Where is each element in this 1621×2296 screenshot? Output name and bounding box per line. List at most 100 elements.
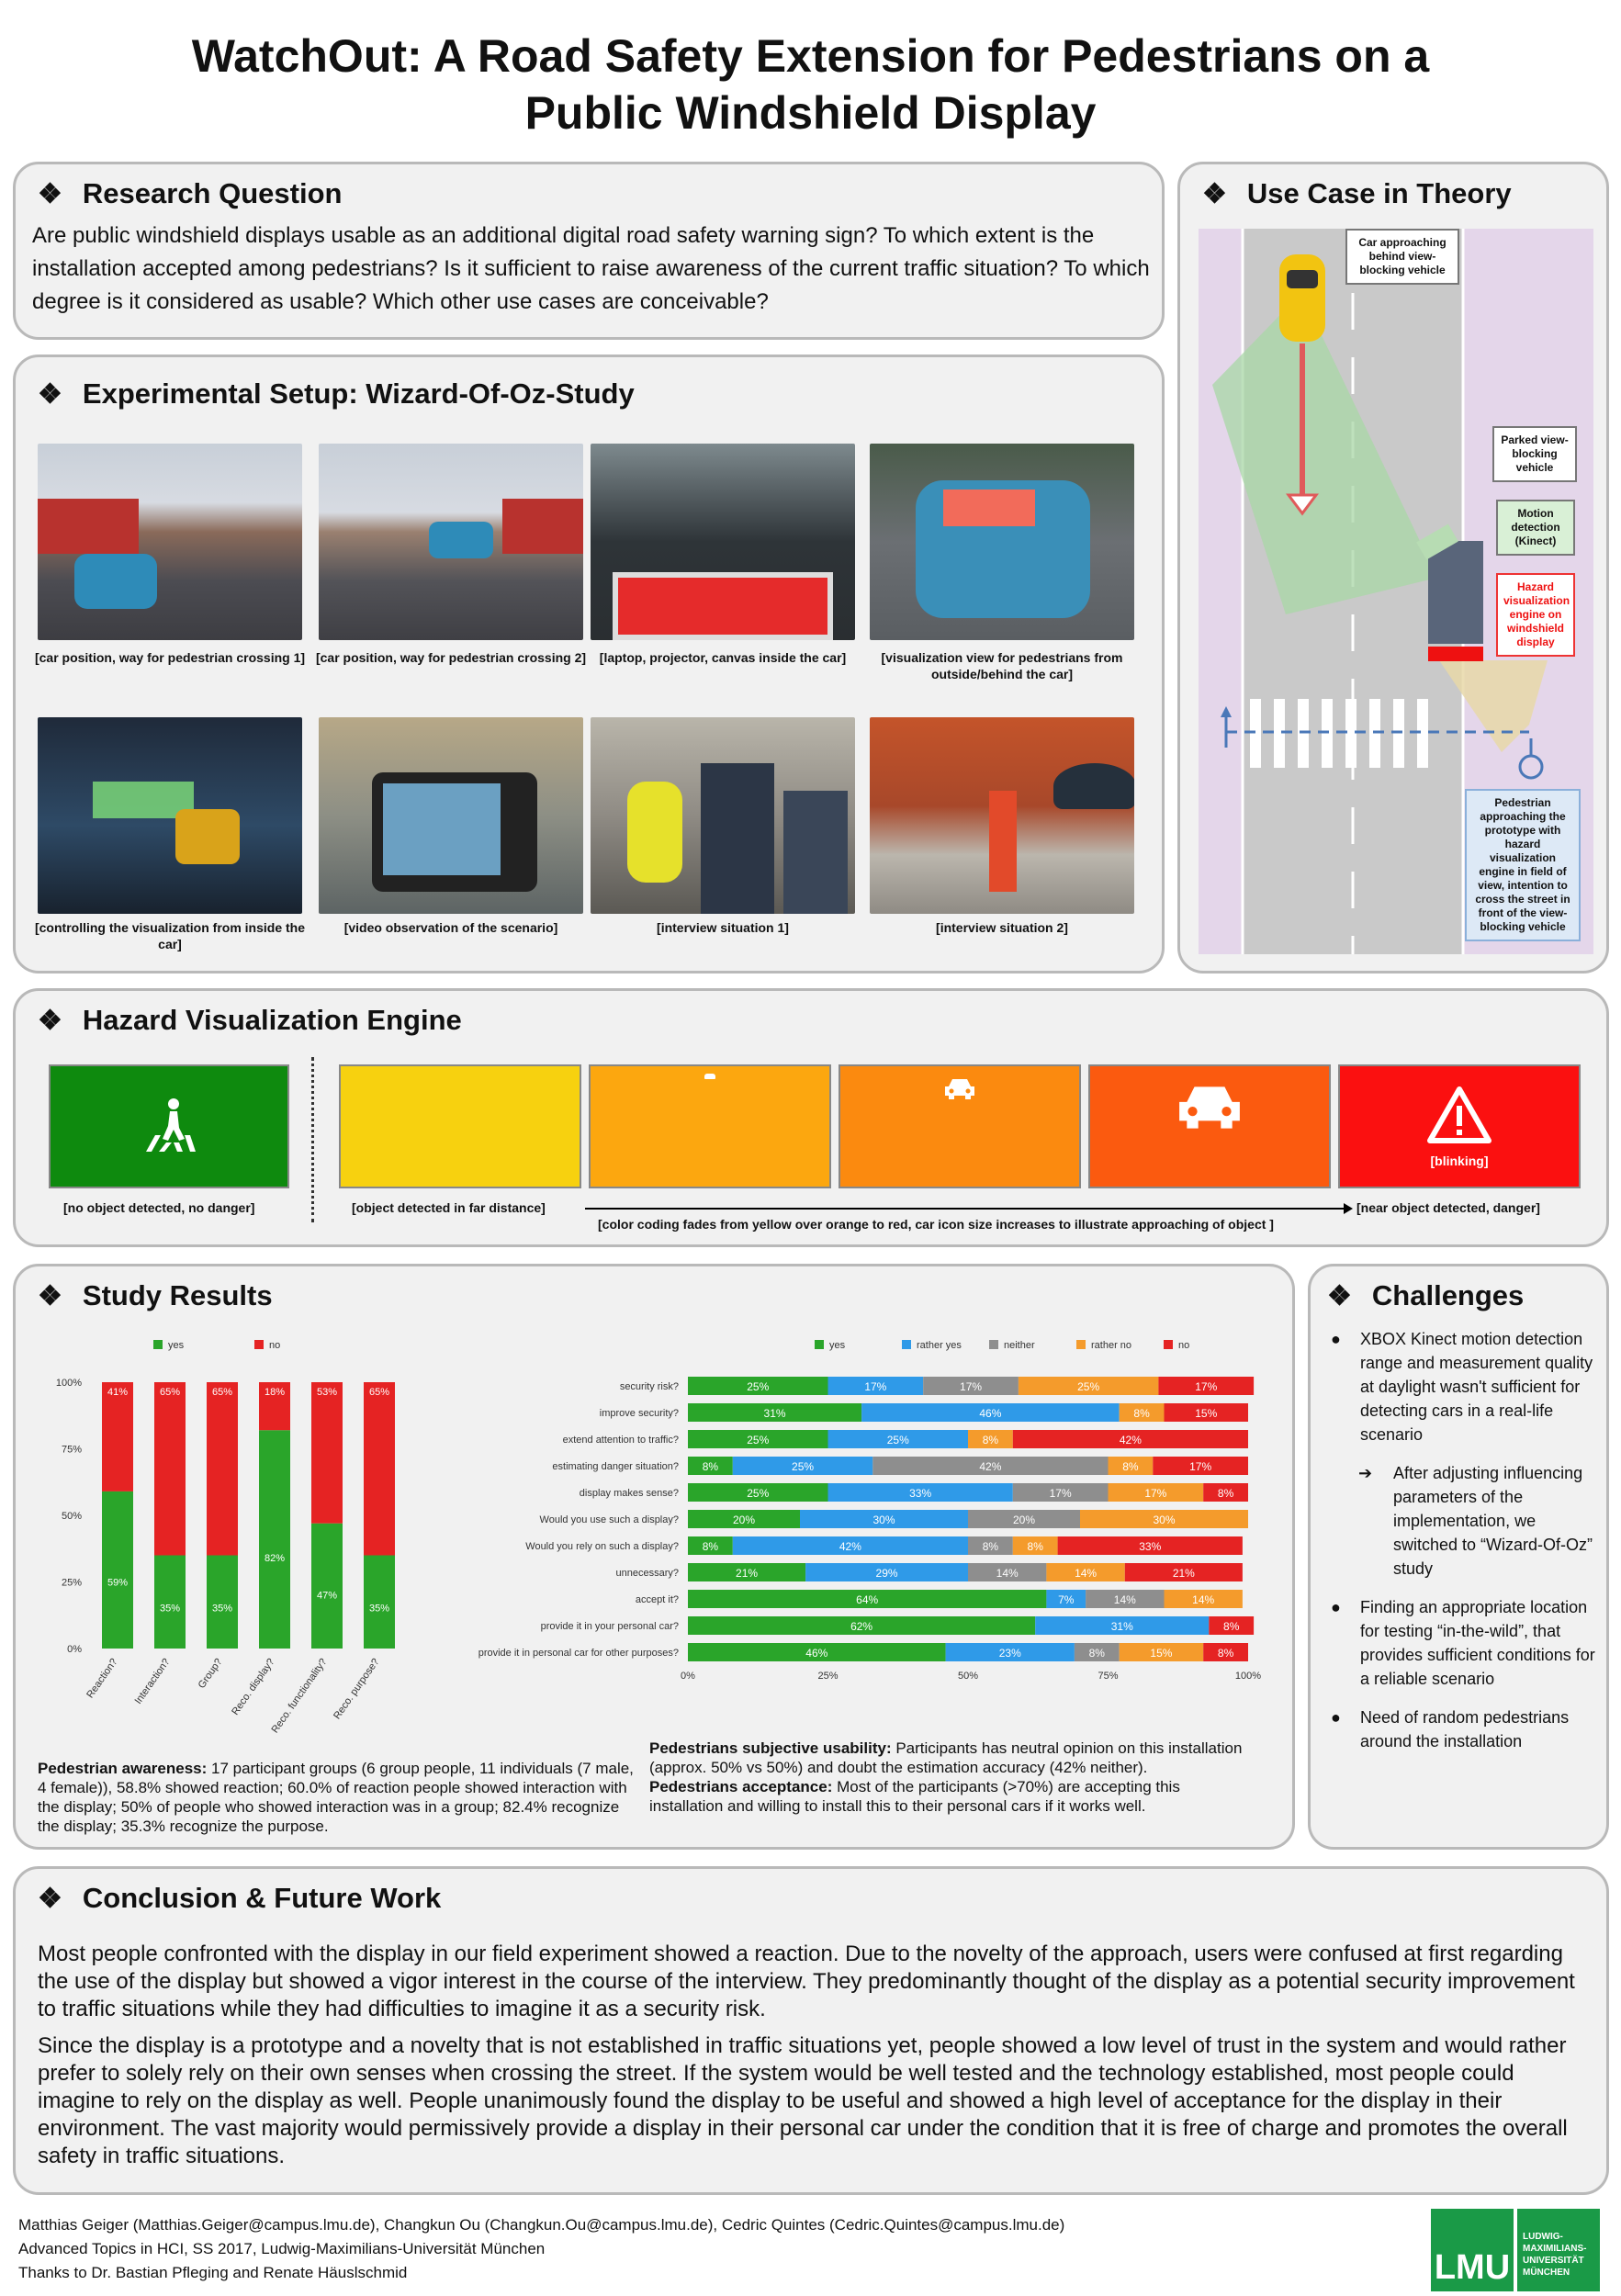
photo-interview-2 [870,717,1134,914]
bar-segment [207,1555,238,1649]
data-label: 31% [764,1407,786,1420]
bar-segment [805,1563,968,1581]
legend-label: yes [829,1340,846,1351]
data-label: 46% [979,1407,1001,1420]
bar-segment [1035,1616,1210,1635]
bar-segment [1046,1590,1086,1608]
data-label: 30% [1153,1514,1175,1526]
y-tick-label: Would you rely on such a display? [525,1541,679,1552]
section-heading: ❖ Research Question [38,177,343,209]
y-tick-label: 100% [56,1378,82,1389]
bar-segment [1158,1377,1255,1395]
bar-segment [688,1643,946,1661]
photo-interview-1 [591,717,855,914]
bar-segment [154,1555,186,1649]
legend-label: yes [168,1340,185,1351]
label-pedestrian: Pedestrian approaching the prototype wit… [1465,789,1581,941]
data-label: 65% [369,1387,389,1398]
photo-caption: [interview situation 1] [657,920,789,935]
data-label: 35% [369,1603,389,1614]
label-car: Car approaching behind view-blocking veh… [1345,229,1459,285]
y-tick-label: security risk? [620,1381,679,1392]
car-icon-tiny [704,1074,715,1079]
bar-segment [827,1483,1013,1502]
bullet-icon: ● [1331,1708,1341,1727]
photo-car-interior [591,444,855,640]
thanks: Thanks to Dr. Bastian Pfleging and Renat… [18,2264,408,2281]
bar-segment [1018,1377,1159,1395]
data-label: 8% [1089,1647,1106,1660]
bar-segment [1203,1483,1248,1502]
usability-chart: yes rather yes neither rather no no security … [478,1340,1261,1682]
photo-caption: [car position, way for pedestrian crossi… [315,650,587,665]
section-heading: ❖ Conclusion & Future Work [38,1882,442,1914]
y-tick-label: provide it in personal car for other pur… [478,1648,679,1659]
data-label: 59% [107,1578,128,1589]
data-label: 17% [1189,1460,1211,1473]
data-label: 62% [850,1620,872,1633]
awareness-chart: yes no 0% 25% 50% 75% 100% 59% 41% Reaction? 35% 65… [56,1340,395,1736]
experimental-setup-panel: ❖ Experimental Setup: Wizard-Of-Oz-Study … [13,355,1165,974]
section-heading: ❖ Challenges [1327,1279,1525,1311]
data-label: 14% [1075,1567,1097,1580]
awareness-text: Pedestrian awareness: 17 participant gro… [38,1760,634,1835]
bar-segment [1046,1563,1125,1581]
bar-segment [1012,1430,1248,1448]
data-label: 21% [1173,1567,1195,1580]
bar-segment [688,1563,806,1581]
conclusion-paragraph: Since the display is a prototype and a n… [38,2033,1568,2168]
x-tick-label: 0% [681,1671,695,1682]
y-tick-label: 0% [67,1644,82,1655]
bar-segment [1086,1590,1165,1608]
bar-segment [1057,1536,1243,1555]
lmu-logo-text: LUDWIG-MAXIMILIANS-UNIVERSITÄT MÜNCHEN [1517,2209,1600,2291]
hazard-state-safe [49,1064,289,1188]
x-tick-label: 25% [817,1671,838,1682]
data-label: 17% [1195,1380,1217,1393]
data-label: 35% [160,1603,180,1614]
legend-swatch [902,1340,911,1349]
data-label: 15% [1195,1407,1217,1420]
bar-segment [688,1536,733,1555]
bar-segment [800,1510,968,1528]
bar-segment [1108,1483,1204,1502]
list-subitem: ➔ After adjusting influencing parameters … [1329,1461,1595,1581]
bar-segment [1012,1483,1109,1502]
photo-caption: [laptop, projector, canvas inside the ca… [599,650,847,665]
x-tick-label: Reco. functionality? [270,1657,330,1736]
bar-segment [827,1430,968,1448]
data-label: 8% [1028,1540,1044,1553]
caption-no-danger: [no object detected, no danger] [63,1200,255,1215]
bar-segment [1153,1457,1248,1475]
data-label: 31% [1111,1620,1133,1633]
y-tick-label: 75% [62,1445,82,1456]
legend-label: neither [1004,1340,1035,1351]
x-tick-label: Group? [197,1657,225,1691]
bar-segment [311,1523,343,1649]
x-tick-label: Reco. display? [230,1657,276,1717]
data-label: 18% [265,1387,285,1398]
approaching-car-icon [1279,254,1325,342]
data-label: 8% [983,1540,999,1553]
data-label: 8% [1223,1620,1240,1633]
diamond-bullet-icon: ❖ [38,1883,62,1914]
bar-segment [968,1510,1080,1528]
authors: Matthias Geiger (Matthias.Geiger@campus.… [18,2216,1065,2234]
data-label: 20% [1013,1514,1035,1526]
legend-swatch [815,1340,824,1349]
bar-segment [1012,1536,1058,1555]
bar-segment [732,1457,873,1475]
bar-segment [968,1536,1013,1555]
legend-swatch [989,1340,998,1349]
hazard-state-mid-2 [839,1064,1081,1188]
bar-segment [154,1382,186,1556]
list-item: ● Finding an appropriate location for tes… [1329,1595,1595,1691]
data-label: 8% [1133,1407,1150,1420]
data-label: 64% [856,1593,878,1606]
legend-label: no [1178,1340,1189,1351]
footer: Matthias Geiger (Matthias.Geiger@campus.… [18,2213,1064,2285]
data-label: 8% [1218,1487,1234,1500]
bar-segment [688,1377,828,1395]
bar-segment [207,1382,238,1556]
x-tick-label: Reco. purpose? [332,1657,381,1722]
